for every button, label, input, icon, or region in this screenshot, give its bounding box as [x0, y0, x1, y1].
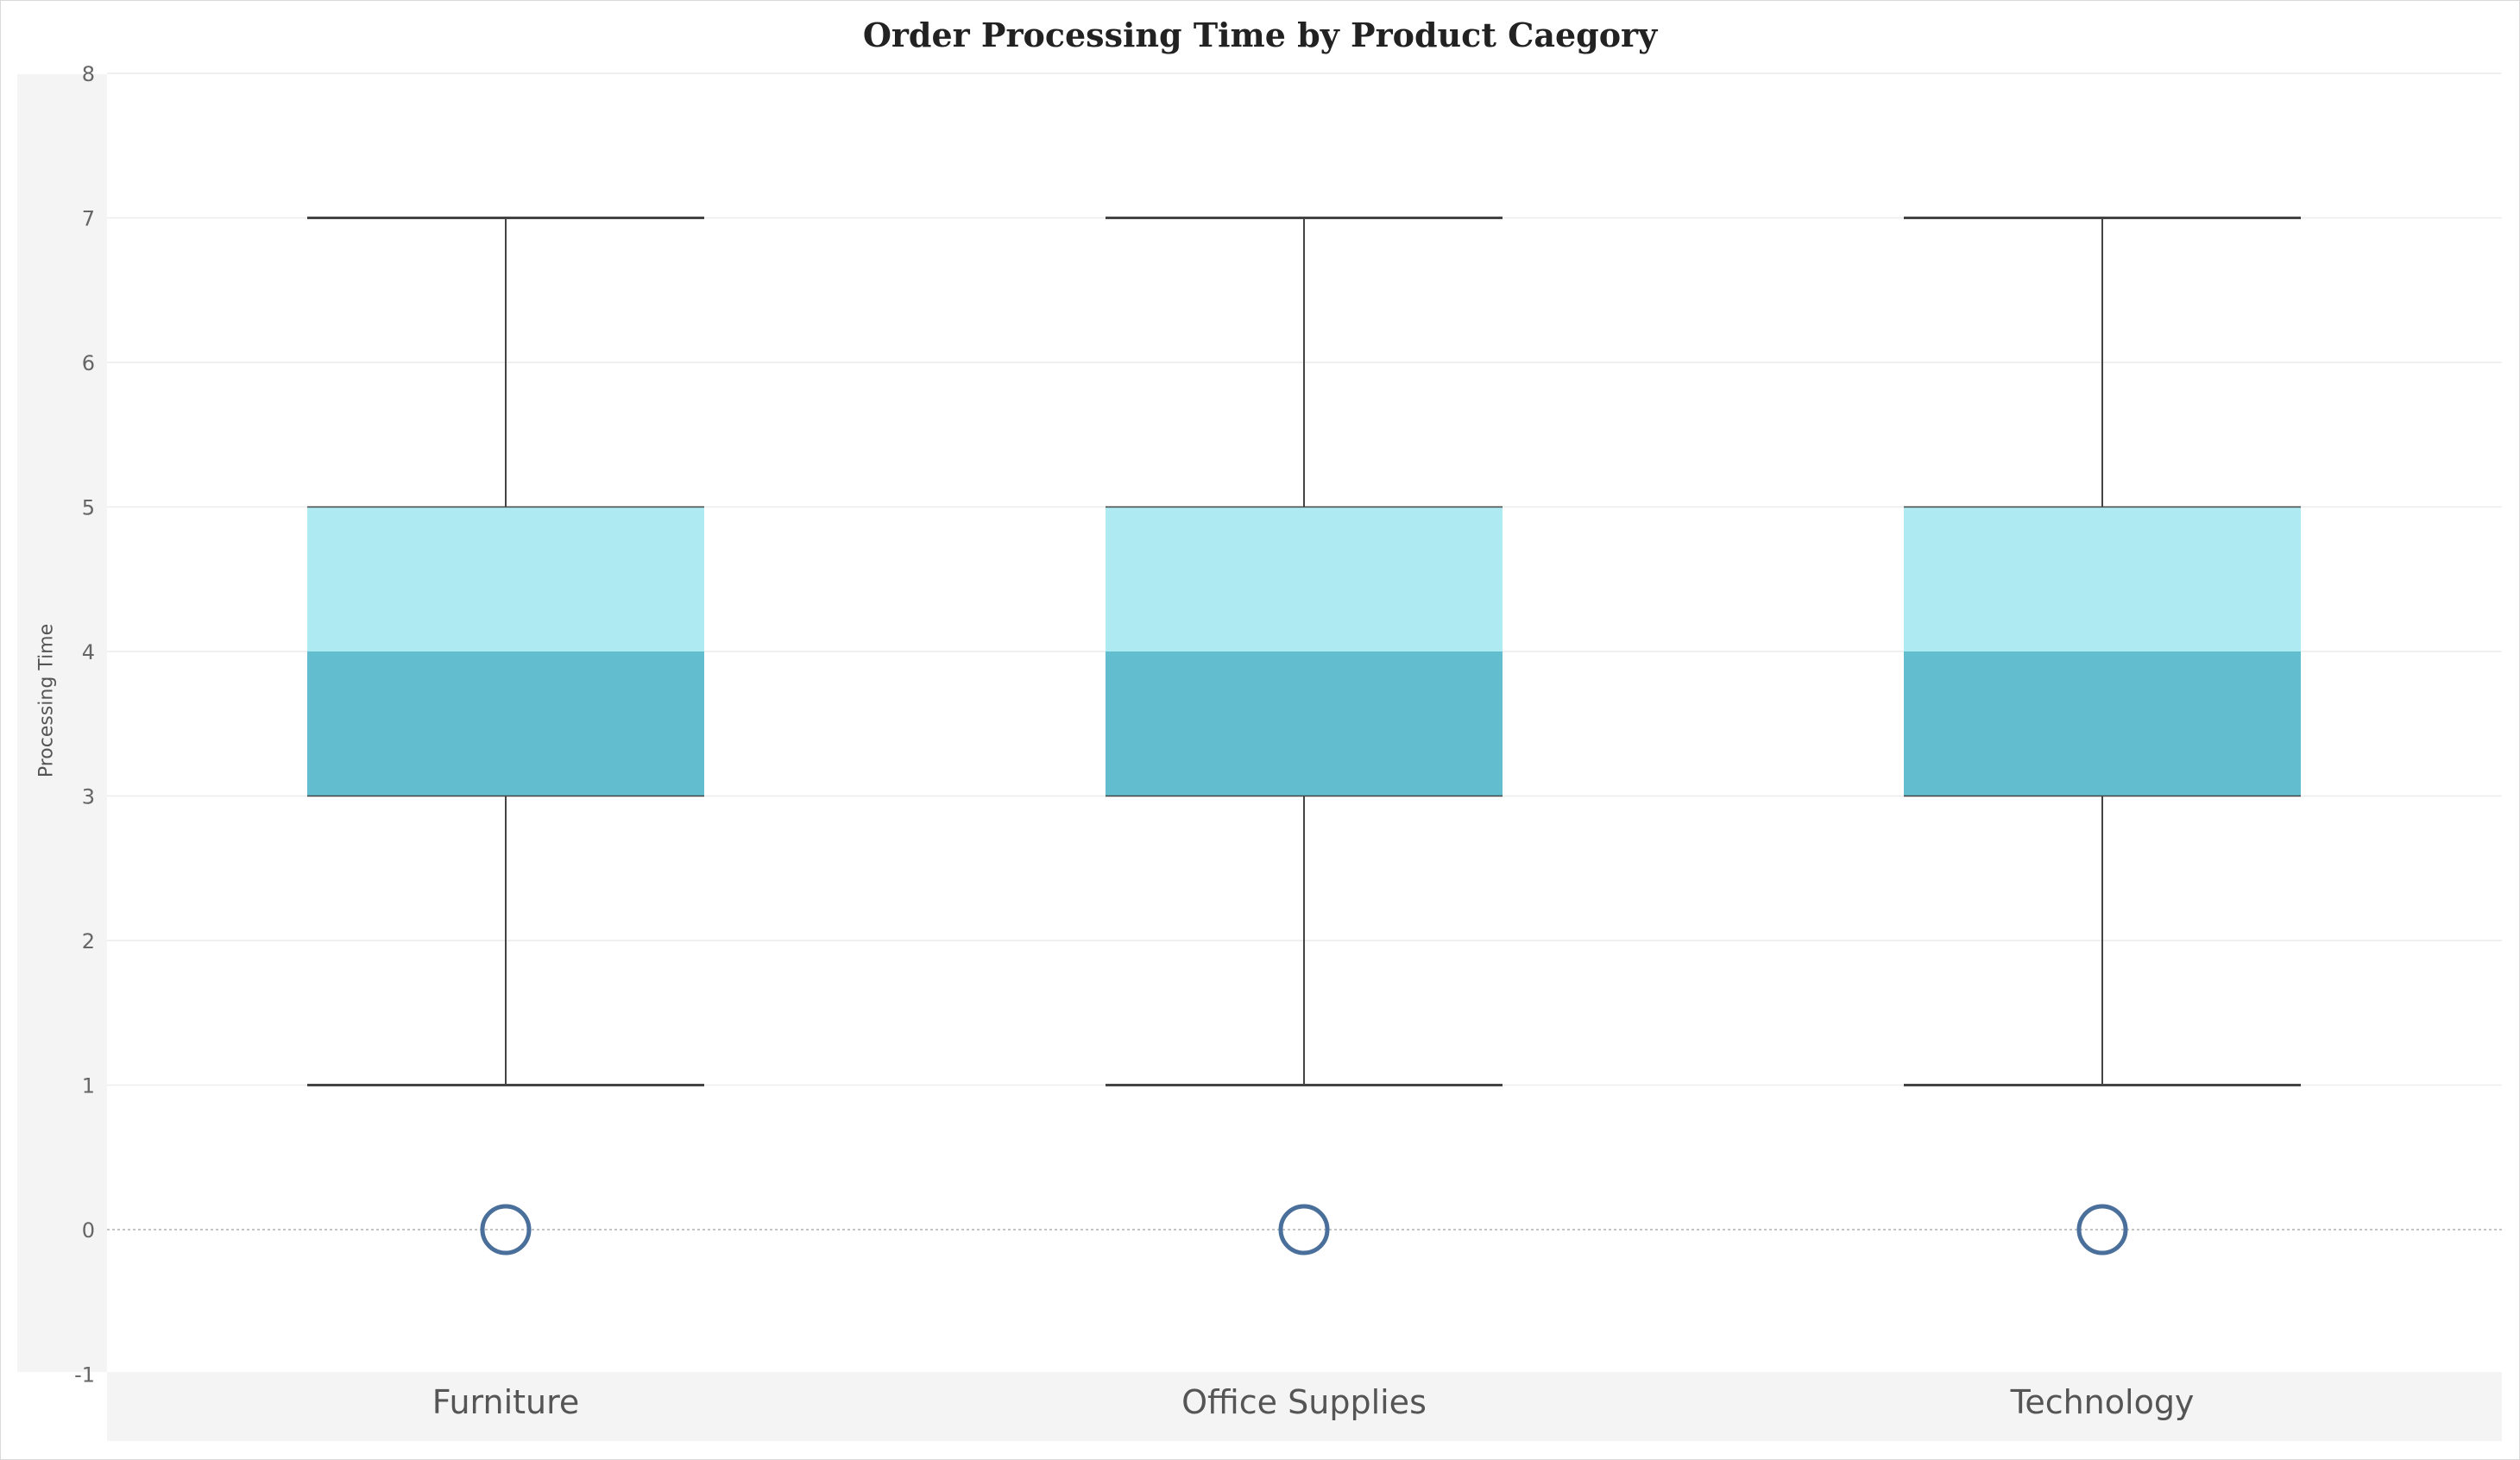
x-axis-panel	[107, 1372, 2502, 1441]
y-tick-label: 7	[82, 207, 95, 231]
x-tick-label: Office Supplies	[1181, 1383, 1427, 1421]
box-plot	[1904, 217, 2301, 1255]
box-upper	[1904, 507, 2301, 651]
x-tick-label: Technology	[2010, 1383, 2195, 1421]
x-tick-labels: Furniture Office Supplies Technology	[432, 1383, 2195, 1421]
box-lower	[1904, 651, 2301, 796]
box-upper	[307, 507, 704, 651]
chart-title: Order Processing Time by Product Caegory	[862, 16, 1658, 54]
box-plot	[307, 217, 704, 1255]
y-tick-labels: -1 0 1 2 3 4 5 6 7 8	[74, 62, 95, 1388]
box-layer	[307, 217, 2301, 1255]
y-tick-label: 8	[82, 62, 95, 86]
y-tick-label: 5	[82, 496, 95, 520]
outlier-point	[1278, 1204, 1330, 1255]
box-lower	[307, 651, 704, 796]
y-axis-panel	[17, 74, 107, 1372]
y-tick-label: -1	[74, 1363, 95, 1388]
y-tick-label: 6	[82, 351, 95, 375]
box-lower	[1106, 651, 1503, 796]
x-tick-label: Furniture	[432, 1383, 580, 1421]
outlier-point	[480, 1204, 532, 1255]
y-tick-label: 0	[82, 1218, 95, 1243]
y-tick-label: 4	[82, 640, 95, 664]
box-plot	[1106, 217, 1503, 1255]
box-upper	[1106, 507, 1503, 651]
outlier-point	[2076, 1204, 2128, 1255]
y-tick-label: 2	[82, 929, 95, 953]
y-tick-label: 3	[82, 785, 95, 809]
y-tick-label: 1	[82, 1074, 95, 1098]
